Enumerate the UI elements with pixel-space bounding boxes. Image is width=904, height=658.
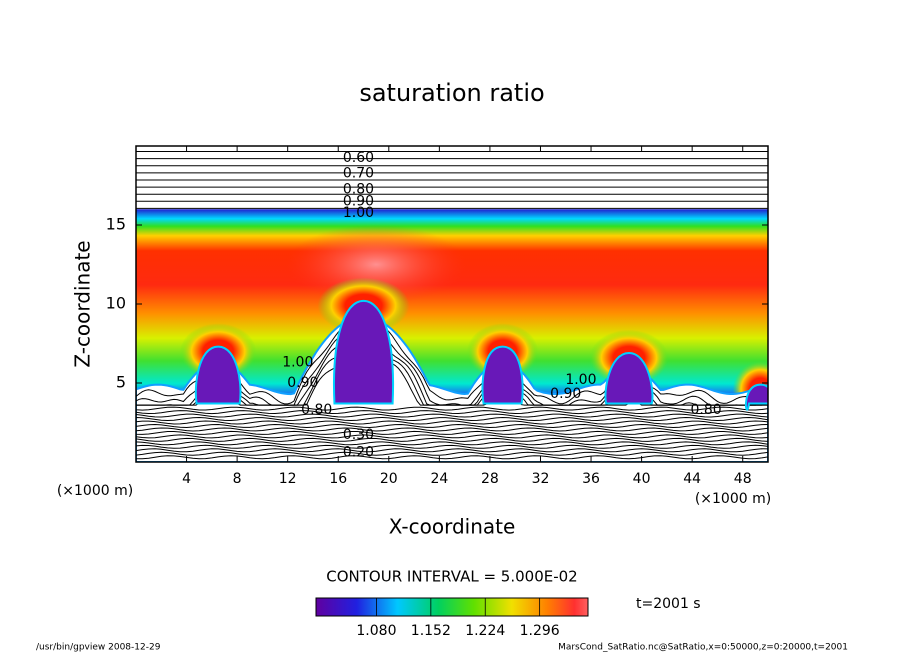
contour-line xyxy=(136,434,768,439)
x-unit: (×1000 m) xyxy=(695,491,771,507)
colorbar-tick-label: 1.080 xyxy=(356,623,396,639)
cloud-core xyxy=(744,383,768,411)
x-tick-label: 8 xyxy=(233,471,242,487)
contour-line xyxy=(136,348,768,406)
contour-line xyxy=(136,410,768,415)
colorbar-tick-label: 1.224 xyxy=(465,623,505,639)
contour-line xyxy=(136,448,768,453)
cloud-core xyxy=(333,299,395,405)
time-label: t=2001 s xyxy=(636,596,701,612)
lower-region xyxy=(136,315,768,462)
x-tick-label: 12 xyxy=(279,471,297,487)
contour-label: 0.90 xyxy=(287,375,318,391)
y-tick-label: 15 xyxy=(106,215,126,234)
x-tick-label: 28 xyxy=(481,471,499,487)
x-tick-label: 40 xyxy=(633,471,651,487)
chart-title: saturation ratio xyxy=(359,79,544,107)
contour-label: 0.20 xyxy=(343,445,374,461)
y-unit: (×1000 m) xyxy=(57,483,133,499)
x-tick-label: 48 xyxy=(734,471,752,487)
contour-label: 1.00 xyxy=(343,205,374,221)
plot-area xyxy=(136,151,768,462)
y-axis-label: Z-coordinate xyxy=(71,240,95,367)
contour-label: 0.60 xyxy=(343,150,374,166)
x-tick-label: 16 xyxy=(329,471,347,487)
x-tick-label: 20 xyxy=(380,471,398,487)
contour-line xyxy=(136,437,768,442)
colorbar xyxy=(315,597,589,617)
contour-line xyxy=(136,413,768,418)
x-tick-label: 24 xyxy=(430,471,448,487)
x-tick-label: 32 xyxy=(532,471,550,487)
contour-label: 0.80 xyxy=(690,402,721,418)
contour-label: 0.70 xyxy=(343,166,374,182)
y-tick-label: 5 xyxy=(116,373,126,392)
colorbar-tick-label: 1.296 xyxy=(520,623,560,639)
contour-line xyxy=(136,430,768,435)
contour-line xyxy=(136,441,768,446)
footer-left: /usr/bin/gpview 2008-12-29 xyxy=(36,643,161,653)
contour-label: 0.80 xyxy=(343,181,374,197)
contour-line xyxy=(136,455,768,460)
x-tick-label: 36 xyxy=(582,471,600,487)
x-tick-label: 44 xyxy=(683,471,701,487)
contour-line xyxy=(136,451,768,456)
cloud-core xyxy=(604,351,654,405)
contour-line xyxy=(136,420,768,425)
field-core xyxy=(286,224,467,305)
contour-label: 0.80 xyxy=(301,402,332,418)
contour-line xyxy=(136,416,768,422)
contour-label: 0.90 xyxy=(343,193,374,209)
contour-label: 0.90 xyxy=(550,386,581,402)
cloud-core xyxy=(481,345,524,405)
contour-label: 1.00 xyxy=(565,372,596,388)
contour-line xyxy=(136,444,768,449)
contour-line xyxy=(136,427,768,432)
contour-line xyxy=(136,423,768,429)
y-tick-label: 10 xyxy=(106,294,126,313)
x-tick-label: 4 xyxy=(182,471,191,487)
colorbar-tick-label: 1.152 xyxy=(411,623,451,639)
contour-line xyxy=(136,406,768,411)
contour-interval: CONTOUR INTERVAL = 5.000E-02 xyxy=(326,568,577,586)
contour-label: 1.00 xyxy=(282,354,313,370)
contour-label: 0.30 xyxy=(343,427,374,443)
cloud-core xyxy=(194,345,242,405)
footer-right: MarsCond_SatRatio.nc@SatRatio,x=0:50000,… xyxy=(558,643,848,653)
x-axis-label: X-coordinate xyxy=(389,515,516,539)
